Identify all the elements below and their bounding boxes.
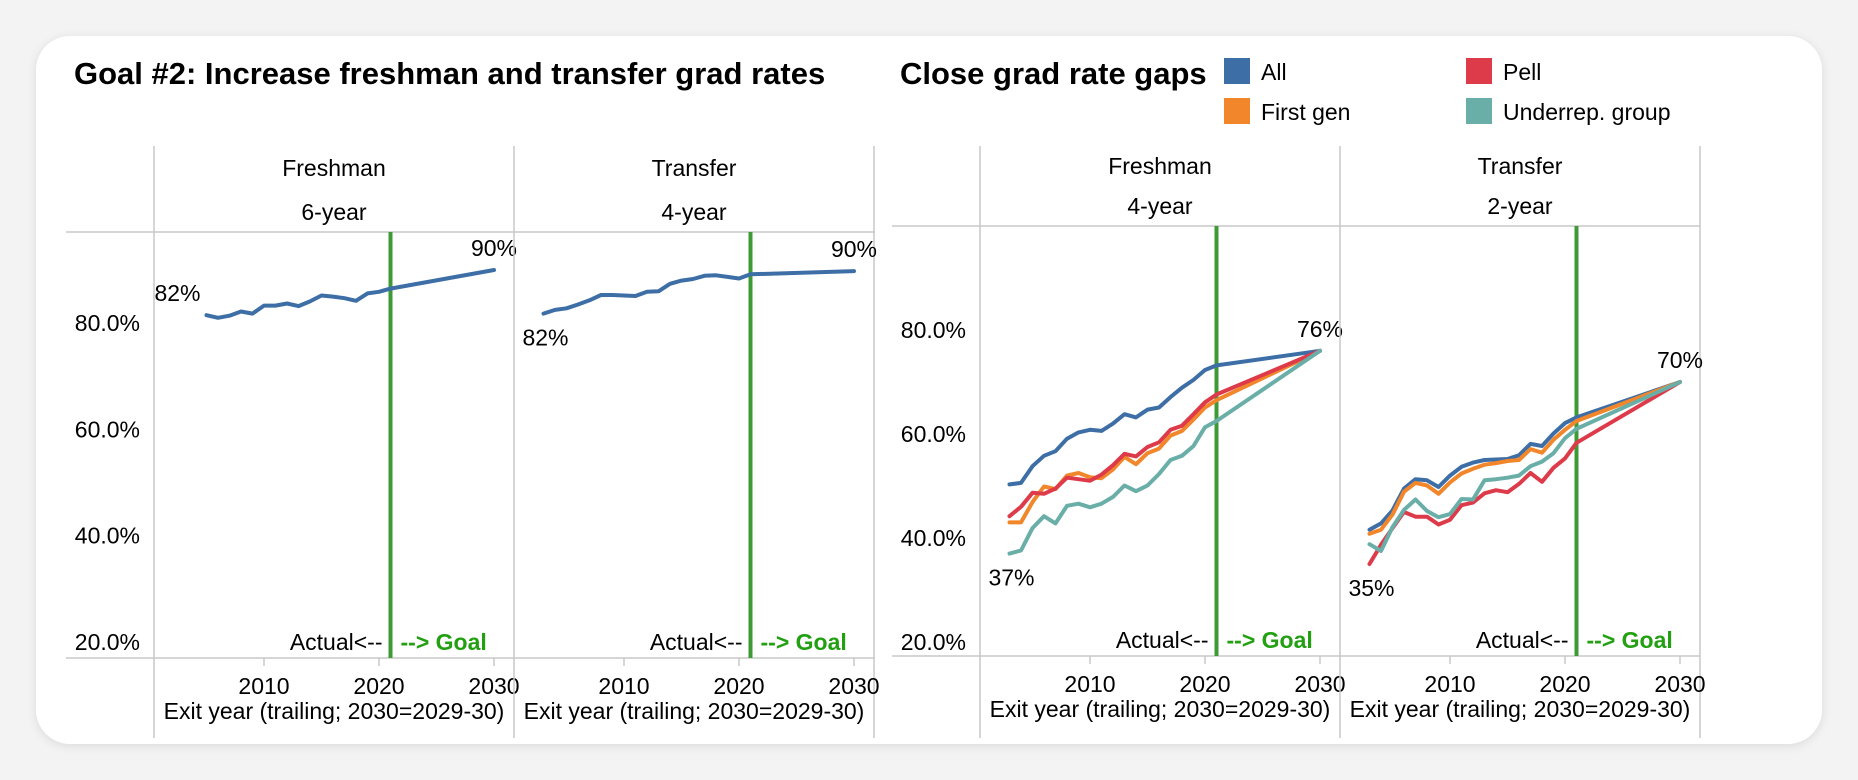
panel-header: Freshman	[1108, 153, 1212, 179]
panel-subheader: 4-year	[661, 199, 727, 225]
data-label: 82%	[522, 325, 568, 351]
series-line-first_gen	[1007, 348, 1322, 525]
y-tick-label: 20.0%	[75, 629, 140, 655]
x-tick-label: 2030	[468, 673, 519, 699]
panel-header: Freshman	[282, 155, 386, 181]
data-label: 90%	[471, 235, 517, 261]
x-tick-label: 2020	[1539, 671, 1590, 697]
actual-annotation: Actual<--	[1116, 627, 1209, 653]
series-line-all	[1367, 380, 1682, 532]
x-tick-label: 2010	[598, 673, 649, 699]
series-line-underrep	[1367, 380, 1682, 553]
x-axis-title: Exit year (trailing; 2030=2029-30)	[1350, 696, 1691, 722]
chart-title-0: Goal #2: Increase freshman and transfer …	[74, 56, 825, 91]
panel-header: Transfer	[652, 155, 737, 181]
data-label: 82%	[154, 280, 200, 306]
y-tick-label: 40.0%	[901, 525, 966, 551]
x-tick-label: 2030	[1654, 671, 1705, 697]
legend-label-1: Pell	[1503, 59, 1541, 85]
goal-annotation: --> Goal	[1587, 627, 1673, 653]
data-label: 35%	[1348, 575, 1394, 601]
chart-title-1: Close grad rate gaps	[900, 56, 1207, 91]
x-axis-title: Exit year (trailing; 2030=2029-30)	[164, 698, 505, 724]
legend-swatch-3	[1466, 98, 1492, 124]
y-tick-label: 60.0%	[901, 421, 966, 447]
x-tick-label: 2030	[1294, 671, 1345, 697]
x-axis-title: Exit year (trailing; 2030=2029-30)	[990, 696, 1331, 722]
legend-label-0: All	[1261, 59, 1287, 85]
x-tick-label: 2010	[238, 673, 289, 699]
actual-annotation: Actual<--	[650, 629, 743, 655]
series-line-pell	[1007, 348, 1322, 519]
y-tick-label: 80.0%	[901, 317, 966, 343]
data-label: 70%	[1657, 347, 1703, 373]
x-tick-label: 2020	[1179, 671, 1230, 697]
x-tick-label: 2020	[353, 673, 404, 699]
series-line-all	[1007, 348, 1322, 487]
x-axis-title: Exit year (trailing; 2030=2029-30)	[524, 698, 865, 724]
x-tick-label: 2010	[1064, 671, 1115, 697]
y-tick-label: 80.0%	[75, 310, 140, 336]
data-label: 76%	[1297, 316, 1343, 342]
data-label: 90%	[831, 236, 877, 262]
x-tick-label: 2020	[713, 673, 764, 699]
legend-swatch-0	[1224, 58, 1250, 84]
series-line-first_gen	[1367, 380, 1682, 536]
panel-subheader: 6-year	[301, 199, 367, 225]
actual-annotation: Actual<--	[1476, 627, 1569, 653]
legend-label-3: Underrep. group	[1503, 99, 1671, 125]
x-tick-label: 2030	[828, 673, 879, 699]
panel-subheader: 2-year	[1487, 193, 1553, 219]
goal-annotation: --> Goal	[401, 629, 487, 655]
y-tick-label: 60.0%	[75, 416, 140, 442]
y-tick-label: 40.0%	[75, 523, 140, 549]
series-line-pell	[1367, 380, 1682, 566]
legend-label-2: First gen	[1261, 99, 1350, 125]
series-line-all	[204, 268, 496, 320]
panel-header: Transfer	[1478, 153, 1563, 179]
data-label: 37%	[988, 565, 1034, 591]
actual-annotation: Actual<--	[290, 629, 383, 655]
goal-annotation: --> Goal	[1227, 627, 1313, 653]
goal-annotation: --> Goal	[761, 629, 847, 655]
series-line-all	[541, 269, 856, 316]
legend-swatch-1	[1466, 58, 1492, 84]
panel-subheader: 4-year	[1127, 193, 1193, 219]
legend-swatch-2	[1224, 98, 1250, 124]
x-tick-label: 2010	[1424, 671, 1475, 697]
chart-card	[36, 36, 1822, 744]
series-line-underrep	[1007, 348, 1322, 556]
y-tick-label: 20.0%	[901, 629, 966, 655]
